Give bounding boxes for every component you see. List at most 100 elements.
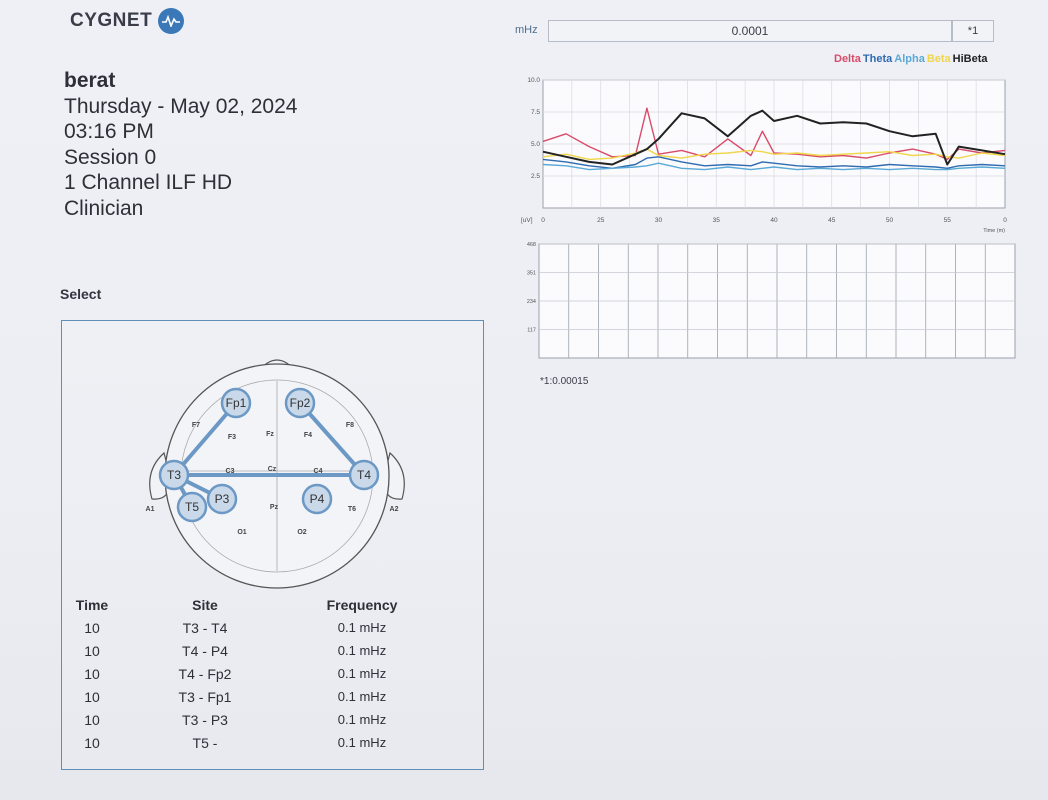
- row-site: T5 -: [192, 735, 218, 751]
- site-t3-button[interactable]: T3: [158, 459, 190, 491]
- row-frequency: 0.1 mHz: [337, 712, 387, 727]
- row-frequency: 0.1 mHz: [337, 666, 387, 681]
- frequency-unit: mHz: [515, 24, 538, 36]
- protocol-row[interactable]: 10 T3 - T4 0.1 mHz: [62, 620, 483, 642]
- link-t4-fp2: [298, 401, 366, 477]
- protocol-row[interactable]: 10 T4 - P4 0.1 mHz: [62, 643, 483, 665]
- header-frequency: Frequency: [326, 597, 398, 613]
- x-tick-label: 25: [597, 217, 605, 224]
- site-o2[interactable]: O2: [297, 529, 306, 536]
- head-map[interactable]: F7 F3 Fz F4 F8 C3 Cz C4 T6 Pz O1 O2 A1 A2 Fp1 Fp2 T3 T4 T…: [142, 341, 412, 591]
- legend-hibeta: HiBeta: [952, 53, 988, 65]
- link-t3-fp1: [172, 401, 238, 477]
- site-a2[interactable]: A2: [390, 506, 399, 513]
- site-p3-button[interactable]: P3: [206, 483, 238, 515]
- site-cz[interactable]: Cz: [268, 466, 277, 473]
- site-f7[interactable]: F7: [192, 422, 200, 429]
- x-tick-label: 50: [886, 217, 894, 224]
- header-site: Site: [192, 597, 218, 613]
- site-selection-panel: F7 F3 Fz F4 F8 C3 Cz C4 T6 Pz O1 O2 A1 A2 Fp1 Fp2 T3 T4 T…: [61, 320, 484, 770]
- header-time: Time: [75, 597, 109, 613]
- site-label: P3: [215, 492, 230, 506]
- x-tick-label: 0: [541, 217, 545, 224]
- protocol-row[interactable]: 10 T3 - Fp1 0.1 mHz: [62, 689, 483, 711]
- site-label: T3: [167, 468, 181, 482]
- site-t4-button[interactable]: T4: [348, 459, 380, 491]
- x-tick-label: 0: [1003, 217, 1007, 224]
- user-role: Clinician: [64, 196, 144, 220]
- frequency-scale-button[interactable]: *1: [952, 20, 994, 42]
- site-label: Fp1: [226, 396, 247, 410]
- active-sites: Fp1 Fp2 T3 T4 T5 P3 P4: [158, 387, 380, 523]
- site-c3[interactable]: C3: [226, 468, 235, 475]
- site-o1[interactable]: O1: [237, 529, 246, 536]
- bar-y-tick-label: 468: [527, 242, 536, 248]
- site-a1[interactable]: A1: [146, 506, 155, 513]
- row-site: T3 - T4: [182, 620, 228, 636]
- row-frequency: 0.1 mHz: [337, 689, 387, 704]
- row-time: 10: [84, 643, 100, 659]
- site-f4[interactable]: F4: [304, 432, 312, 439]
- minor-sites: F7 F3 Fz F4 F8 C3 Cz C4 T6 Pz O1 O2 A1 A2: [146, 422, 399, 536]
- series-beta: [542, 148, 1006, 161]
- row-time: 10: [84, 689, 100, 705]
- site-t6[interactable]: T6: [348, 506, 356, 513]
- y-tick-label: 5.0: [531, 141, 540, 148]
- bar-y-tick-label: 234: [527, 299, 536, 305]
- site-fz[interactable]: Fz: [266, 431, 274, 438]
- select-label: Select: [60, 286, 102, 302]
- y-axis-label: [uV]: [521, 217, 533, 224]
- protocol-row[interactable]: 10 T3 - P3 0.1 mHz: [62, 712, 483, 734]
- site-label: Fp2: [290, 396, 311, 410]
- band-amplitude-chart: 2.5 5.0 7.5 10.0 0 25 30 35 40 45 50 55 0 [uV] Time (m…: [521, 77, 1007, 234]
- series-alpha: [542, 162, 1006, 171]
- row-frequency: 0.1 mHz: [337, 643, 387, 658]
- frequency-input[interactable]: 0.0001: [548, 20, 952, 42]
- x-tick-label: 30: [655, 217, 663, 224]
- protocol-header: Time Site Frequency: [62, 597, 483, 619]
- scale-note: *1:0.00015: [540, 376, 589, 387]
- site-fp1-button[interactable]: Fp1: [220, 387, 252, 419]
- site-p4-button[interactable]: P4: [301, 483, 333, 515]
- site-f8[interactable]: F8: [346, 422, 354, 429]
- pulse-icon: [158, 8, 185, 34]
- row-site: T3 - Fp1: [178, 689, 232, 705]
- site-c4[interactable]: C4: [314, 468, 323, 475]
- site-label: P4: [310, 492, 325, 506]
- row-frequency: 0.1 mHz: [337, 620, 387, 635]
- bar-y-tick-label: 117: [527, 328, 536, 334]
- site-f3[interactable]: F3: [228, 434, 236, 441]
- site-fp2-button[interactable]: Fp2: [284, 387, 316, 419]
- row-time: 10: [84, 712, 100, 728]
- brand: CYGNET: [70, 8, 185, 34]
- session-date: Thursday - May 02, 2024: [64, 94, 298, 118]
- row-site: T4 - Fp2: [178, 666, 232, 682]
- legend-delta: Delta: [834, 53, 861, 65]
- row-time: 10: [84, 666, 100, 682]
- legend-alpha: Alpha: [894, 53, 925, 65]
- row-time: 10: [84, 735, 100, 751]
- y-tick-label: 7.5: [531, 109, 540, 116]
- patient-info: berat Thursday - May 02, 2024 03:16 PM S…: [64, 68, 297, 221]
- protocol-row[interactable]: 10 T5 - 0.1 mHz: [62, 735, 483, 757]
- y-tick-label: 10.0: [527, 77, 540, 84]
- protocol-row[interactable]: 10 T4 - Fp2 0.1 mHz: [62, 666, 483, 688]
- site-t5-button[interactable]: T5: [176, 491, 208, 523]
- bar-y-tick-label: 351: [527, 271, 536, 277]
- series-theta: [542, 156, 1006, 170]
- brand-name: CYGNET: [70, 10, 153, 31]
- site-label: T4: [357, 468, 371, 482]
- site-pz[interactable]: Pz: [270, 504, 279, 511]
- legend-theta: Theta: [862, 53, 893, 65]
- row-frequency: 0.1 mHz: [337, 735, 387, 750]
- session-time: 03:16 PM: [64, 120, 154, 143]
- row-site: T3 - P3: [182, 712, 228, 728]
- patient-name: berat: [64, 69, 116, 92]
- x-tick-label: 35: [713, 217, 721, 224]
- row-time: 10: [84, 620, 100, 636]
- reward-bar-chart: 117 234 351 468: [527, 242, 1016, 359]
- x-tick-label: 40: [770, 217, 778, 224]
- x-tick-label: 45: [828, 217, 836, 224]
- x-tick-label: 55: [944, 217, 952, 224]
- y-tick-label: 2.5: [531, 173, 540, 180]
